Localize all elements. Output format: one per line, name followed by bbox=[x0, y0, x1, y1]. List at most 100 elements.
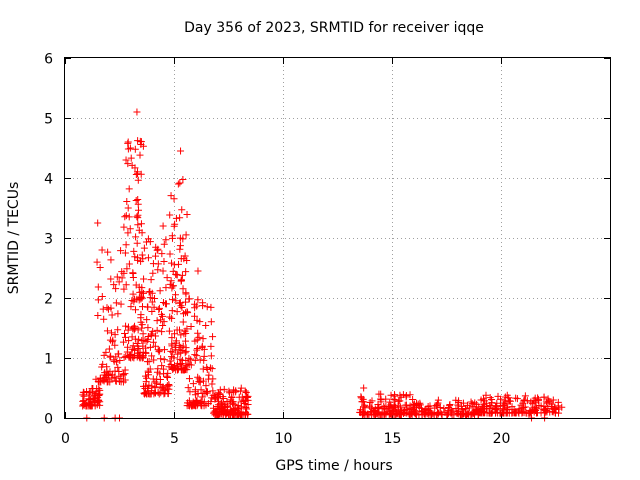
x-tick-label: 15 bbox=[384, 431, 402, 447]
data-point bbox=[175, 341, 183, 349]
data-point bbox=[387, 391, 395, 399]
data-point bbox=[120, 285, 128, 293]
data-point bbox=[486, 402, 494, 410]
data-point bbox=[159, 267, 167, 275]
data-point bbox=[518, 409, 526, 417]
data-point bbox=[107, 275, 115, 283]
data-point bbox=[437, 410, 445, 418]
data-point bbox=[148, 352, 156, 360]
data-point bbox=[375, 390, 383, 398]
y-tick-label: 6 bbox=[44, 52, 53, 68]
data-point bbox=[96, 264, 104, 272]
data-point bbox=[504, 397, 512, 405]
data-point bbox=[176, 214, 184, 222]
data-point bbox=[521, 392, 529, 400]
data-point bbox=[150, 356, 158, 364]
data-point bbox=[151, 389, 159, 397]
data-point bbox=[160, 346, 168, 354]
data-point bbox=[390, 395, 398, 403]
data-point bbox=[191, 356, 199, 364]
data-point bbox=[103, 304, 111, 312]
data-point bbox=[189, 400, 197, 408]
data-point bbox=[165, 380, 173, 388]
data-point bbox=[96, 386, 104, 394]
data-point bbox=[153, 246, 161, 254]
data-point bbox=[155, 390, 163, 398]
data-point bbox=[160, 240, 168, 248]
data-point bbox=[89, 384, 97, 392]
data-point bbox=[143, 316, 151, 324]
data-point bbox=[136, 137, 144, 145]
data-point bbox=[191, 386, 199, 394]
data-point bbox=[150, 303, 158, 311]
data-point bbox=[104, 248, 112, 256]
data-point bbox=[90, 391, 98, 399]
data-point bbox=[148, 298, 156, 306]
data-point bbox=[357, 393, 365, 401]
data-point bbox=[138, 324, 146, 332]
data-point bbox=[102, 348, 110, 356]
data-point bbox=[427, 408, 435, 416]
data-point bbox=[157, 355, 165, 363]
data-point bbox=[133, 339, 141, 347]
data-point bbox=[477, 396, 485, 404]
data-point bbox=[110, 373, 118, 381]
data-point bbox=[194, 373, 202, 381]
data-point bbox=[182, 268, 190, 276]
y-tick-label: 4 bbox=[44, 172, 53, 188]
data-point bbox=[154, 266, 162, 274]
data-point bbox=[172, 337, 180, 345]
data-point bbox=[234, 411, 242, 419]
data-point bbox=[94, 296, 102, 304]
data-point bbox=[357, 394, 365, 402]
data-point bbox=[98, 293, 106, 301]
data-point bbox=[163, 372, 171, 380]
data-point bbox=[168, 296, 176, 304]
data-point bbox=[134, 211, 142, 219]
data-point bbox=[176, 179, 184, 187]
data-point bbox=[467, 398, 475, 406]
data-point bbox=[488, 395, 496, 403]
data-point bbox=[121, 333, 129, 341]
data-point bbox=[135, 335, 143, 343]
data-point bbox=[459, 410, 467, 418]
data-point bbox=[226, 411, 234, 419]
data-point bbox=[133, 239, 141, 247]
data-point bbox=[208, 365, 216, 373]
data-point bbox=[170, 195, 178, 203]
data-point bbox=[412, 402, 420, 410]
data-point bbox=[463, 411, 471, 419]
data-point bbox=[166, 211, 174, 219]
data-point bbox=[555, 409, 563, 417]
data-point bbox=[544, 404, 552, 412]
data-point bbox=[360, 384, 368, 392]
data-point bbox=[192, 397, 200, 405]
data-point bbox=[143, 384, 151, 392]
data-point bbox=[230, 400, 238, 408]
data-point bbox=[172, 214, 180, 222]
data-point bbox=[242, 396, 250, 404]
data-point bbox=[99, 360, 107, 368]
data-point bbox=[471, 399, 479, 407]
data-point bbox=[377, 411, 385, 419]
data-point bbox=[123, 348, 131, 356]
data-point bbox=[158, 362, 166, 370]
data-point bbox=[126, 225, 134, 233]
data-point bbox=[123, 265, 131, 273]
data-point bbox=[446, 400, 454, 408]
data-point bbox=[80, 397, 88, 405]
data-point bbox=[207, 342, 215, 350]
data-point bbox=[160, 365, 168, 373]
data-point bbox=[178, 364, 186, 372]
data-point bbox=[145, 358, 153, 366]
data-point bbox=[140, 289, 148, 297]
data-point bbox=[151, 342, 159, 350]
data-point bbox=[147, 390, 155, 398]
data-point bbox=[122, 156, 130, 164]
data-point bbox=[492, 404, 500, 412]
data-point bbox=[85, 389, 93, 397]
data-point bbox=[196, 318, 204, 326]
data-point bbox=[232, 388, 240, 396]
data-point bbox=[134, 170, 142, 178]
